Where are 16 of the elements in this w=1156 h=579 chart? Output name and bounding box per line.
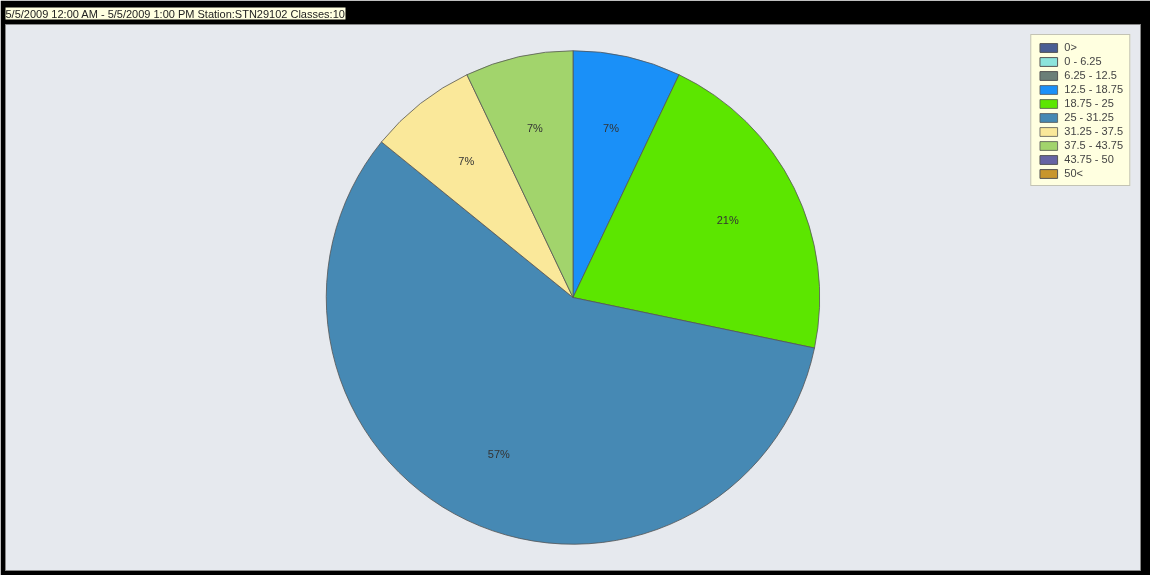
data-label: 57% bbox=[487, 448, 510, 461]
data-label: 7% bbox=[603, 122, 620, 135]
legend-label: 25 - 31.25 bbox=[1064, 111, 1114, 123]
legend-label: 43.75 - 50 bbox=[1064, 153, 1114, 165]
data-label: 7% bbox=[527, 122, 544, 135]
legend-label: 50< bbox=[1064, 167, 1084, 179]
legend-label: 37.5 - 43.75 bbox=[1064, 139, 1123, 151]
text: 5/5/2009 12:00 AM - 5/5/2009 1:00 PM Station:STN29102 Classes:10 bbox=[5, 7, 345, 20]
data-label: 21% bbox=[716, 214, 739, 227]
legend-label: 0> bbox=[1064, 41, 1078, 53]
data-label: 7% bbox=[458, 154, 475, 167]
legend-label: 31.25 - 37.5 bbox=[1064, 125, 1123, 137]
legend-label: 0 - 6.25 bbox=[1064, 55, 1102, 67]
legend-label: 18.75 - 25 bbox=[1064, 97, 1114, 109]
legend-label: 12.5 - 18.75 bbox=[1064, 83, 1123, 95]
legend-label: 6.25 - 12.5 bbox=[1064, 69, 1117, 81]
